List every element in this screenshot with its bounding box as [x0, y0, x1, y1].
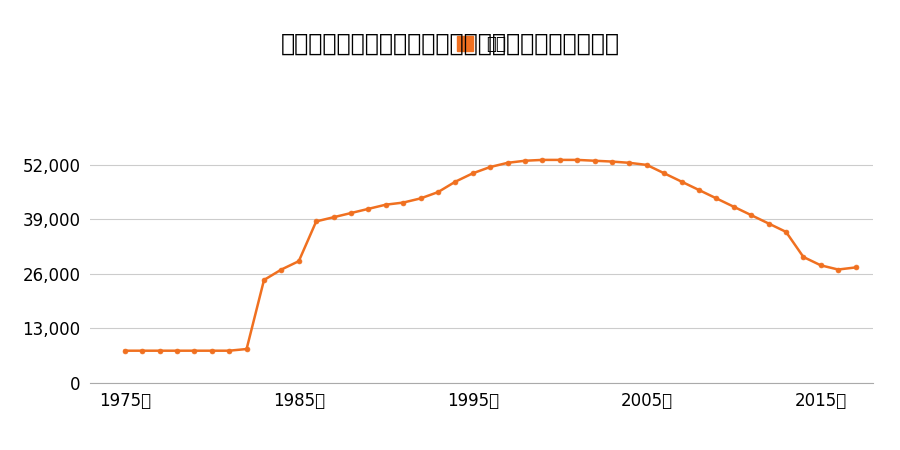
Text: 山口県柳井市大字柳井字走り出１８９２番の地価推移: 山口県柳井市大字柳井字走り出１８９２番の地価推移: [281, 32, 619, 55]
Legend: 価格: 価格: [450, 28, 513, 60]
